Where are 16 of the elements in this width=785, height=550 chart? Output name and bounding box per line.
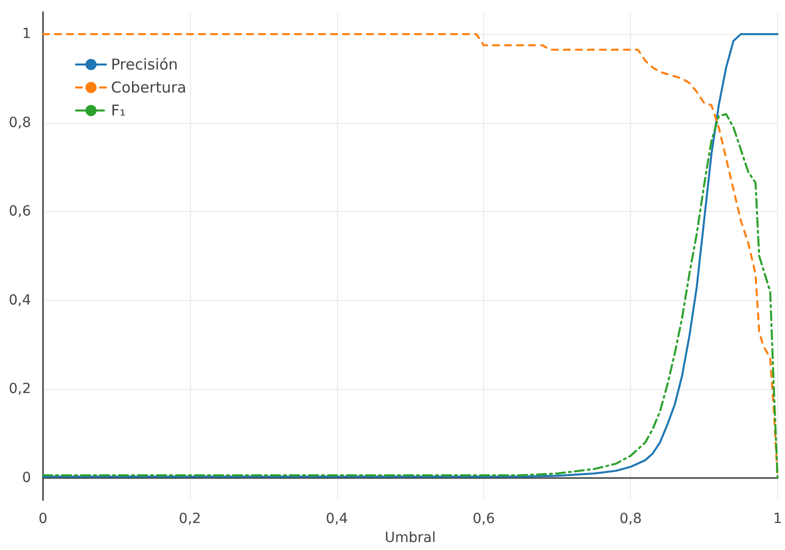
x-tick-label: 0,6 [472, 511, 495, 528]
x-tick-label: 0,8 [620, 511, 642, 528]
legend-label: Cobertura [111, 78, 186, 96]
y-tick-label: 0,6 [8, 204, 32, 220]
legend-label: Precisión [111, 56, 178, 74]
y-tick-label: 0,8 [8, 114, 31, 131]
y-tick-label: 0,2 [8, 381, 31, 398]
legend-label: F₁ [111, 102, 126, 120]
y-tick-label: 0 [22, 470, 31, 486]
y-tick-label: 1 [22, 26, 31, 42]
x-tick-label: 1 [773, 511, 782, 528]
x-axis-title: Umbral [384, 530, 436, 546]
x-tick-label: 0,2 [178, 511, 202, 528]
y-tick-label: 0,4 [8, 292, 32, 308]
x-tick-label: 0 [38, 511, 48, 528]
x-tick-label: 0,4 [326, 511, 348, 528]
